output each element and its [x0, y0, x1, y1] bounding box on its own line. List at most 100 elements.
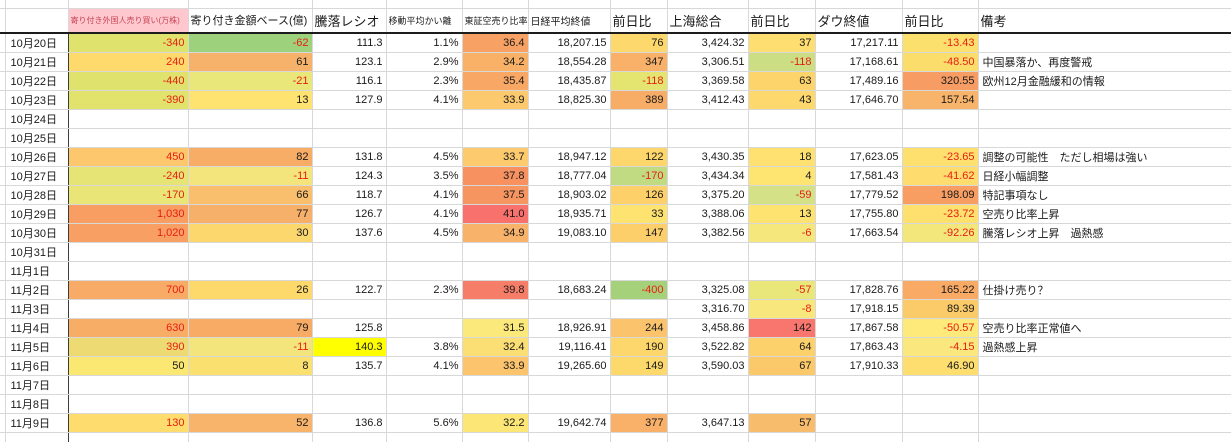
cell-amount[interactable]: [188, 109, 313, 129]
cell-d_chg[interactable]: -13.43: [902, 33, 979, 53]
cell-n_chg[interactable]: [610, 128, 668, 148]
cell-short[interactable]: [462, 109, 529, 129]
cell-s_chg[interactable]: [748, 394, 816, 414]
cell-dow[interactable]: [815, 242, 903, 262]
cell-amount[interactable]: 26: [188, 280, 313, 300]
cell-nikkei[interactable]: 18,435.87: [528, 71, 611, 91]
cell-s_chg[interactable]: 37: [748, 33, 816, 53]
cell-remark[interactable]: 騰落レシオ上昇 過熱感: [978, 223, 1231, 243]
row-date[interactable]: 11月8日: [5, 394, 69, 414]
cell-d_chg[interactable]: -23.72: [902, 204, 979, 224]
cell-nikkei[interactable]: [528, 261, 611, 281]
cell-foreign[interactable]: -440: [68, 71, 189, 91]
cell-dow[interactable]: 17,623.05: [815, 147, 903, 167]
cell-foreign[interactable]: -240: [68, 166, 189, 186]
cell-s_chg[interactable]: [748, 261, 816, 281]
cell-n_chg[interactable]: 33: [610, 204, 668, 224]
cell-remark[interactable]: 空売り比率正常値へ: [978, 318, 1231, 338]
cell-foreign[interactable]: -340: [68, 33, 189, 53]
cell-short[interactable]: 37.5: [462, 185, 529, 205]
cell-n_chg[interactable]: 122: [610, 147, 668, 167]
cell-ma[interactable]: 4.1%: [386, 90, 463, 110]
cell-nikkei[interactable]: 18,947.12: [528, 147, 611, 167]
cell-shanghai[interactable]: 3,647.13: [667, 413, 749, 433]
cell-amount[interactable]: 66: [188, 185, 313, 205]
cell-ratio[interactable]: [312, 299, 387, 319]
cell-foreign[interactable]: 700: [68, 280, 189, 300]
cell-n_chg[interactable]: 149: [610, 356, 668, 376]
row-date[interactable]: 11月7日: [5, 375, 69, 395]
cell-amount[interactable]: [188, 261, 313, 281]
cell-ratio[interactable]: 127.9: [312, 90, 387, 110]
cell-amount[interactable]: 82: [188, 147, 313, 167]
cell-amount[interactable]: 79: [188, 318, 313, 338]
cell-n_chg[interactable]: -118: [610, 71, 668, 91]
cell-ratio[interactable]: 118.7: [312, 185, 387, 205]
cell-nikkei[interactable]: 18,903.02: [528, 185, 611, 205]
cell-foreign[interactable]: 1,030: [68, 204, 189, 224]
row-date[interactable]: 10月28日: [5, 185, 69, 205]
cell-n_chg[interactable]: [610, 242, 668, 262]
cell-ratio[interactable]: [312, 128, 387, 148]
cell-amount[interactable]: -62: [188, 33, 313, 53]
cell-ma[interactable]: 4.1%: [386, 204, 463, 224]
cell-s_chg[interactable]: [748, 109, 816, 129]
cell-d_chg[interactable]: 46.90: [902, 356, 979, 376]
row-date[interactable]: 10月30日: [5, 223, 69, 243]
cell-ma[interactable]: 4.1%: [386, 356, 463, 376]
cell-foreign[interactable]: 50: [68, 356, 189, 376]
cell-dow[interactable]: 17,910.33: [815, 356, 903, 376]
cell-amount[interactable]: [188, 394, 313, 414]
cell-ma[interactable]: [386, 318, 463, 338]
cell-ma[interactable]: [386, 299, 463, 319]
column-header-d_chg[interactable]: 前日比: [902, 8, 979, 34]
cell-ratio[interactable]: 131.8: [312, 147, 387, 167]
cell-dow[interactable]: [815, 413, 903, 433]
cell-s_chg[interactable]: 64: [748, 337, 816, 357]
cell-foreign[interactable]: -170: [68, 185, 189, 205]
cell-remark[interactable]: 過熱感上昇: [978, 337, 1231, 357]
cell-n_chg[interactable]: 190: [610, 337, 668, 357]
cell-shanghai[interactable]: 3,325.08: [667, 280, 749, 300]
cell-short[interactable]: 37.8: [462, 166, 529, 186]
cell-nikkei[interactable]: 18,683.24: [528, 280, 611, 300]
cell-n_chg[interactable]: [610, 109, 668, 129]
cell-remark[interactable]: 調整の可能性 ただし相場は強い: [978, 147, 1231, 167]
cell-nikkei[interactable]: [528, 375, 611, 395]
cell-nikkei[interactable]: 19,116.41: [528, 337, 611, 357]
cell-ma[interactable]: [386, 261, 463, 281]
cell-foreign[interactable]: 390: [68, 337, 189, 357]
cell-n_chg[interactable]: 377: [610, 413, 668, 433]
cell-s_chg[interactable]: -57: [748, 280, 816, 300]
cell-s_chg[interactable]: 142: [748, 318, 816, 338]
cell-ratio[interactable]: 116.1: [312, 71, 387, 91]
row-date[interactable]: 11月3日: [5, 299, 69, 319]
cell-nikkei[interactable]: 18,825.30: [528, 90, 611, 110]
cell-n_chg[interactable]: 147: [610, 223, 668, 243]
cell-n_chg[interactable]: 244: [610, 318, 668, 338]
cell-d_chg[interactable]: -23.65: [902, 147, 979, 167]
column-header-ratio[interactable]: 騰落レシオ: [312, 8, 387, 34]
cell-short[interactable]: [462, 375, 529, 395]
cell-amount[interactable]: -11: [188, 337, 313, 357]
cell-ratio[interactable]: 125.8: [312, 318, 387, 338]
cell-shanghai[interactable]: 3,458.86: [667, 318, 749, 338]
cell-ratio[interactable]: 123.1: [312, 52, 387, 72]
cell-ratio[interactable]: [312, 394, 387, 414]
cell-foreign[interactable]: [68, 261, 189, 281]
cell-s_chg[interactable]: [748, 375, 816, 395]
row-date[interactable]: 10月25日: [5, 128, 69, 148]
row-date[interactable]: 10月22日: [5, 71, 69, 91]
cell-shanghai[interactable]: 3,590.03: [667, 356, 749, 376]
cell-shanghai[interactable]: 3,412.43: [667, 90, 749, 110]
cell-ratio[interactable]: 122.7: [312, 280, 387, 300]
cell-remark[interactable]: 仕掛け売り？: [978, 280, 1231, 300]
cell-ma[interactable]: 3.8%: [386, 337, 463, 357]
cell-foreign[interactable]: [68, 394, 189, 414]
cell-ratio[interactable]: 135.7: [312, 356, 387, 376]
cell-n_chg[interactable]: [610, 375, 668, 395]
column-header-shanghai[interactable]: 上海総合: [667, 8, 749, 34]
column-header-remark[interactable]: 備考: [978, 8, 1231, 34]
cell-d_chg[interactable]: [902, 128, 979, 148]
cell-shanghai[interactable]: 3,382.56: [667, 223, 749, 243]
